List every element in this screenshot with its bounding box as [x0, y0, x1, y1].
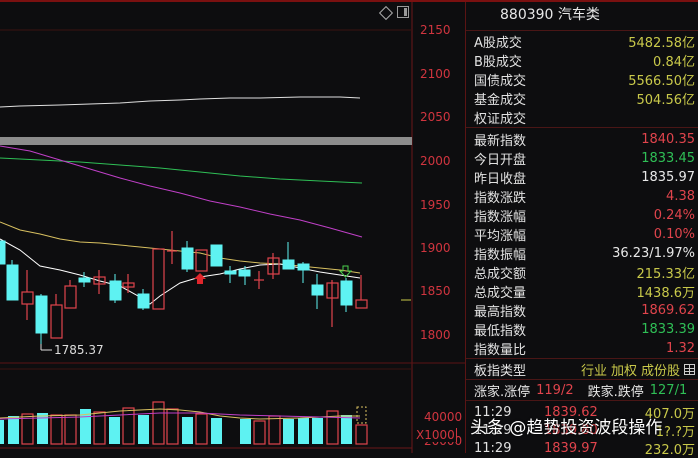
tick-row: 11:29 1839.62 407.0万 — [474, 404, 695, 422]
market-row: A股成交 5482.58亿 — [474, 36, 695, 51]
stat-row: 指数涨跌 4.38 — [474, 189, 695, 206]
market-row: 权证成交 — [474, 112, 527, 127]
low-price-label: 1785.37 — [54, 343, 104, 357]
watermark: 头条 @趋势投资波段操作 — [470, 418, 663, 438]
stat-row: 今日开盘 1833.45 — [474, 151, 695, 168]
stat-row: 指数量比 1.32 — [474, 341, 695, 358]
market-row: B股成交 0.84亿 — [474, 55, 695, 70]
toggle-panel-icon[interactable] — [397, 6, 409, 18]
grid-icon[interactable] — [684, 363, 695, 375]
quote-panel: 880390 汽车类 A股成交 5482.58亿 B股成交 0.84亿 国债成交 55… — [465, 2, 698, 458]
tick-row: 11:29 1839.80 1?.?万 — [474, 422, 695, 440]
tick-list[interactable]: 11:29 1839.62 407.0万 11:29 1839.80 1?.?万 11:… — [466, 400, 698, 458]
market-row: 基金成交 504.56亿 — [474, 93, 695, 108]
stat-row: 总成交量 1438.6万 — [474, 286, 695, 301]
stat-row: 指数涨幅 0.24% — [474, 208, 695, 225]
kline-svg — [0, 2, 465, 453]
tick-row: 11:29 1839.97 232.0万 — [474, 440, 695, 458]
volume-unit-label: X1000 — [416, 428, 457, 442]
stat-row: 最低指数 1833.39 — [474, 322, 695, 339]
down-count-label: 跌家.跌停 — [587, 384, 644, 400]
up-count-value: 119/2 — [536, 382, 574, 398]
kline-chart[interactable]: 2150 2100 2050 2000 1950 1900 1850 1800 … — [0, 2, 465, 453]
stat-row: 平均涨幅 0.10% — [474, 227, 695, 244]
stat-row: 昨日收盘 1835.97 — [474, 170, 695, 187]
index-title: 880390 汽车类 — [466, 2, 698, 31]
index-type-row: 板指类型 行业 加权 成份股 — [466, 358, 698, 379]
down-count-value: 127/1 — [649, 382, 688, 398]
type-option-constituents[interactable]: 成份股 — [640, 363, 680, 379]
price-axis-label: 2100 — [420, 67, 451, 81]
volume-axis-label: 40000 — [424, 410, 463, 424]
price-axis-label: 1950 — [420, 198, 451, 212]
market-row: 国债成交 5566.50亿 — [474, 74, 695, 89]
stat-row: 总成交额 215.33亿 — [474, 267, 695, 282]
type-option-weighted[interactable]: 加权 — [610, 363, 637, 379]
price-axis-label: 1900 — [420, 241, 451, 255]
stat-row: 最新指数 1840.35 — [474, 132, 695, 149]
breadth-row: 涨家.涨停 119/2 跌家.跌停 127/1 — [466, 379, 698, 400]
stat-row: 最高指数 1869.62 — [474, 303, 695, 320]
price-axis-label: 2000 — [420, 154, 451, 168]
stat-row: 指数振幅 36.23/1.97% — [474, 246, 695, 263]
up-count-label: 涨家.涨停 — [474, 384, 531, 400]
price-axis-label: 1800 — [420, 328, 451, 342]
stats-list: 最新指数 1840.35 今日开盘 1833.45 昨日收盘 1835.97 指数涨跌… — [466, 127, 698, 358]
top-border — [0, 0, 698, 2]
price-axis-label: 2050 — [420, 110, 451, 124]
price-axis-label: 2150 — [420, 23, 451, 37]
price-axis-label: 1850 — [420, 284, 451, 298]
type-option-industry[interactable]: 行业 — [580, 363, 607, 379]
market-turnover-list: A股成交 5482.58亿 B股成交 0.84亿 国债成交 5566.50亿 基金成交… — [466, 31, 698, 127]
